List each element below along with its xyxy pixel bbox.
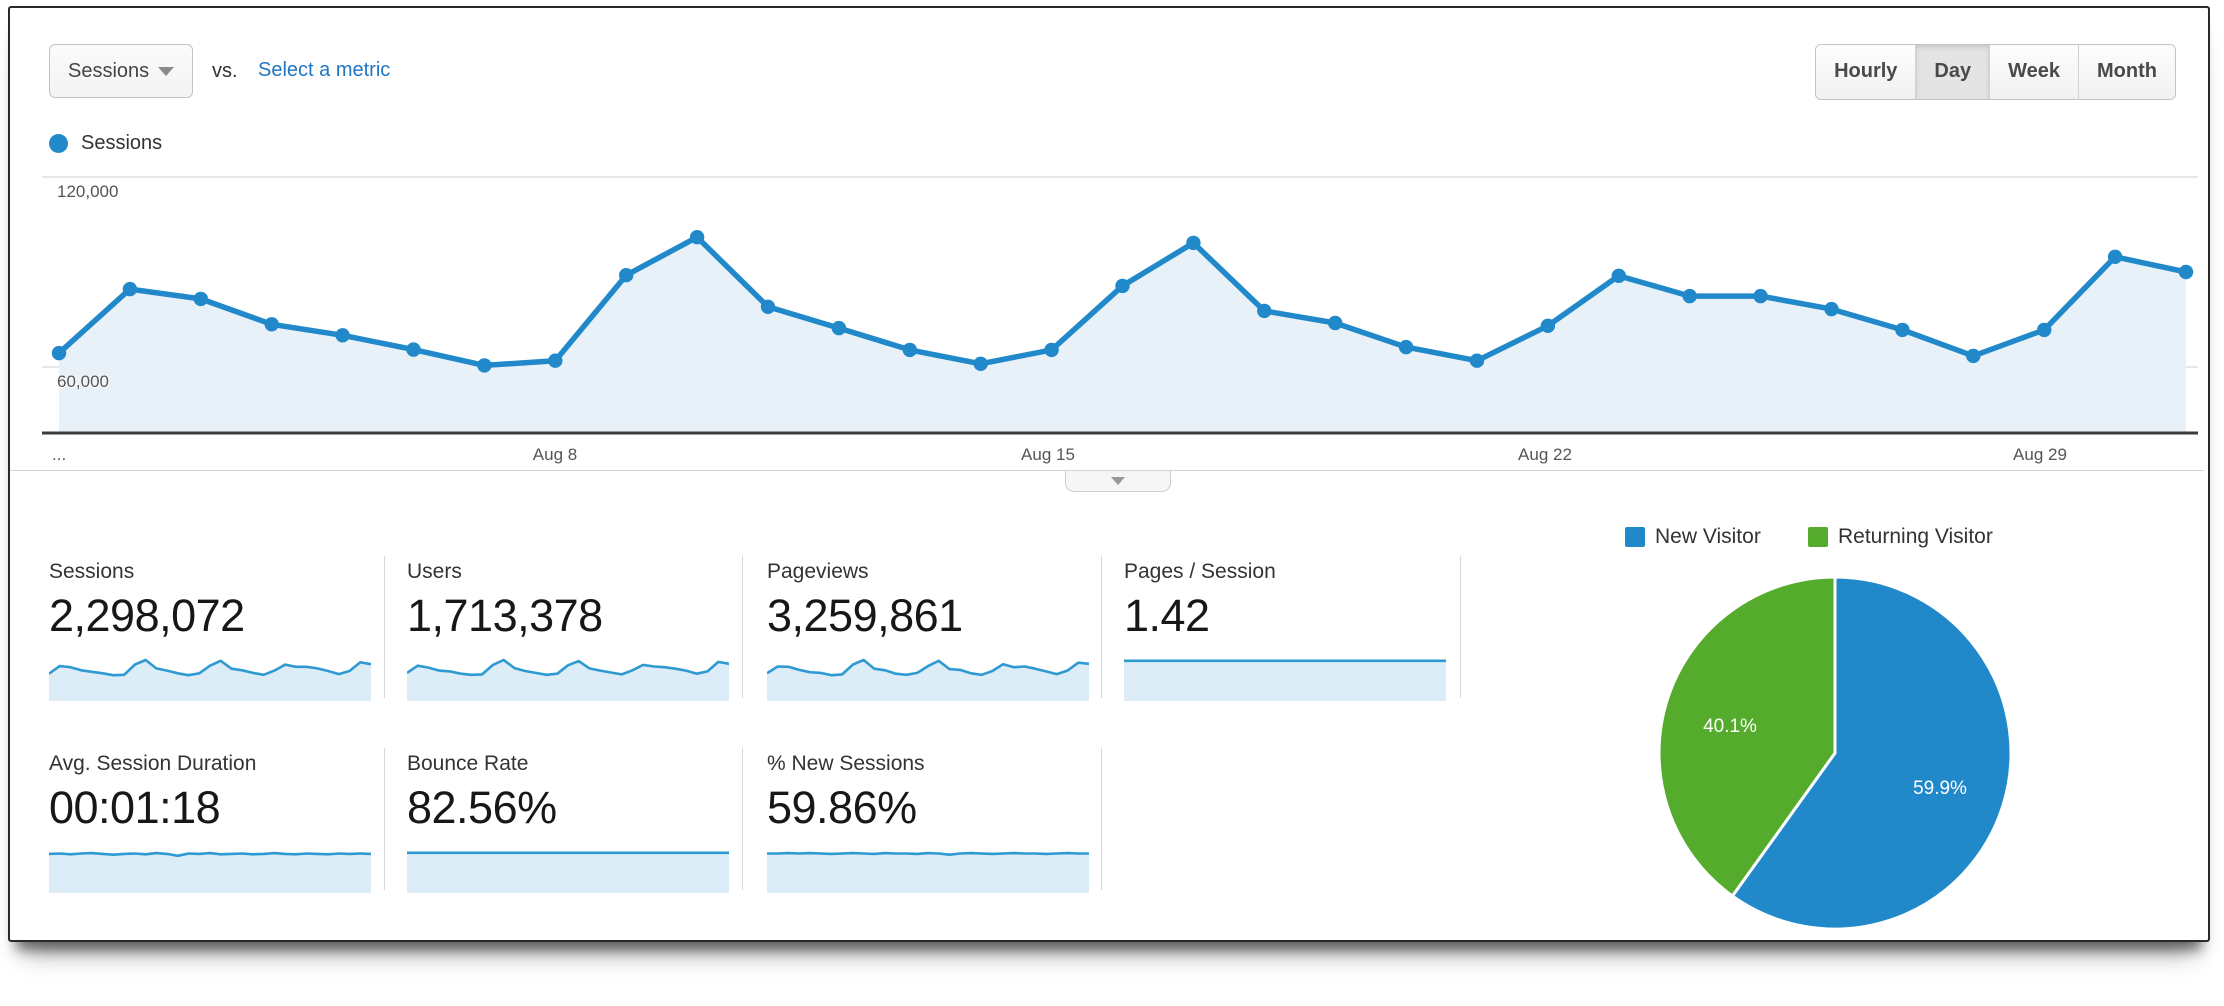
metric-sparkline — [767, 851, 1089, 893]
metric-value: 59.86% — [767, 782, 917, 833]
metric-sparkline — [767, 658, 1089, 701]
metric-card-users: Users 1,713,378 — [407, 560, 737, 701]
metric-card-avg-session-duration: Avg. Session Duration 00:01:18 — [49, 752, 379, 893]
sessions-legend-label: Sessions — [81, 132, 163, 154]
metric-sparkline — [49, 851, 371, 893]
metric-card-sessions: Sessions 2,298,072 — [49, 560, 379, 701]
granularity-hourly[interactable]: Hourly — [1816, 45, 1916, 99]
metric-selector-dropdown[interactable]: Sessions — [49, 44, 193, 98]
metric-sparkline — [407, 658, 729, 701]
granularity-button-group: Hourly Day Week Month — [1815, 44, 2176, 100]
card-divider — [384, 748, 385, 890]
xtick-aug15: Aug 15 — [1021, 445, 1075, 464]
metric-value: 00:01:18 — [49, 782, 221, 833]
metric-value: 2,298,072 — [49, 590, 245, 641]
metric-card-pages-per-session: Pages / Session 1.42 — [1124, 560, 1454, 701]
metric-value: 3,259,861 — [767, 590, 963, 641]
pie-legend-swatch-returning — [1808, 527, 1828, 547]
metric-label: Pages / Session — [1124, 560, 1276, 583]
card-divider — [742, 748, 743, 890]
pie-legend-label-returning: Returning Visitor — [1838, 525, 1993, 548]
metric-label: Avg. Session Duration — [49, 752, 257, 775]
metric-selector-label: Sessions — [68, 59, 150, 82]
metric-card-new-sessions-pct: % New Sessions 59.86% — [767, 752, 1097, 893]
granularity-month[interactable]: Month — [2078, 45, 2175, 99]
metric-label: Sessions — [49, 560, 135, 583]
granularity-week[interactable]: Week — [1989, 45, 2079, 99]
metric-label: Users — [407, 560, 462, 583]
sessions-series-plot — [51, 230, 2194, 433]
metric-card-pageviews: Pageviews 3,259,861 — [767, 560, 1097, 701]
pie-pct-returning: 40.1% — [1703, 716, 1757, 737]
analytics-overview-panel: Sessions vs. Select a metric Hourly Day … — [8, 6, 2210, 942]
metric-label: Bounce Rate — [407, 752, 529, 775]
granularity-day[interactable]: Day — [1915, 45, 1990, 99]
card-divider — [742, 556, 743, 698]
chart-legend: Sessions — [49, 132, 162, 155]
metric-value: 1.42 — [1124, 590, 1210, 641]
chevron-down-icon — [158, 66, 174, 76]
xtick-aug22: Aug 22 — [1518, 445, 1572, 464]
ytick-120000: 120,000 — [57, 182, 119, 201]
metric-label: % New Sessions — [767, 752, 925, 775]
chart-collapse-tab[interactable] — [1065, 471, 1171, 492]
card-divider — [1101, 748, 1102, 890]
sessions-legend-dot — [49, 134, 68, 153]
ytick-60000: 60,000 — [57, 372, 109, 391]
xtick-ellipsis: ... — [52, 445, 67, 464]
metric-sparkline — [1124, 659, 1446, 701]
select-metric-link[interactable]: Select a metric — [258, 59, 391, 81]
visitor-type-pie-chart[interactable]: 59.9% 40.1% — [1657, 575, 2013, 931]
metric-sparkline — [49, 658, 371, 701]
xtick-aug8: Aug 8 — [532, 445, 578, 464]
metric-label: Pageviews — [767, 560, 869, 583]
card-divider — [1101, 556, 1102, 698]
section-divider — [10, 470, 2204, 471]
card-divider — [1460, 556, 1461, 698]
sessions-line-chart[interactable] — [42, 150, 2198, 468]
pie-legend-label-new: New Visitor — [1655, 525, 1761, 548]
pie-slices — [1657, 575, 2013, 931]
metric-value: 82.56% — [407, 782, 557, 833]
chevron-down-icon — [1111, 477, 1125, 485]
pie-legend-swatch-new — [1625, 527, 1645, 547]
sessions-chart-section: 120,000 60,000 ... Aug 8 Aug 15 Aug 22 A… — [42, 150, 2198, 470]
card-divider — [384, 556, 385, 698]
metric-sparkline — [407, 851, 729, 893]
pie-pct-new: 59.9% — [1913, 778, 1967, 799]
metric-value: 1,713,378 — [407, 590, 603, 641]
vs-label: vs. — [212, 60, 238, 82]
xtick-aug29: Aug 29 — [2013, 445, 2067, 464]
metric-card-bounce-rate: Bounce Rate 82.56% — [407, 752, 737, 893]
